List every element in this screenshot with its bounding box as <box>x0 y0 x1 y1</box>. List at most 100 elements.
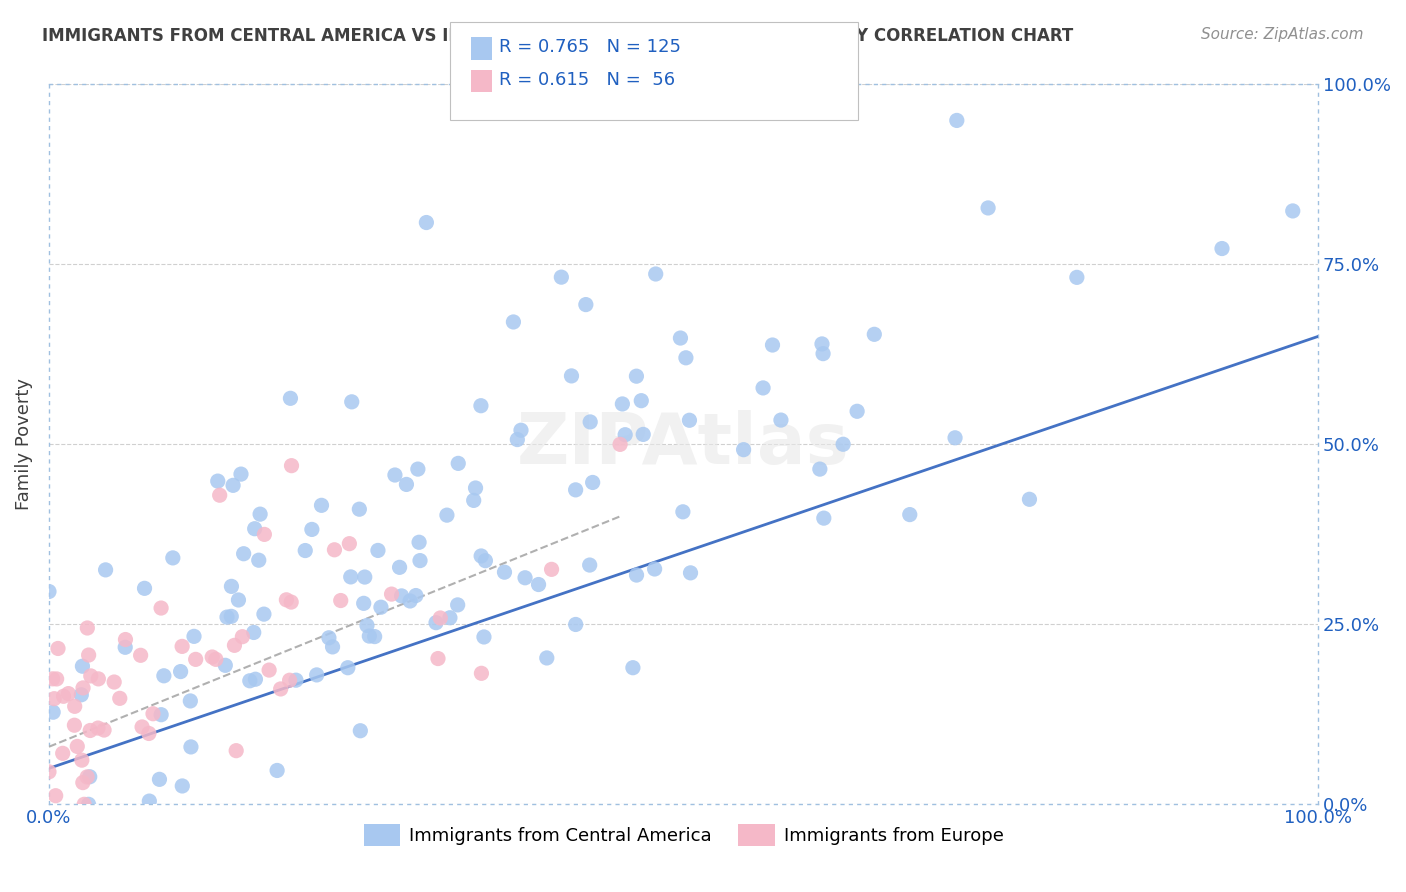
Point <box>409 553 432 567</box>
Point <box>630 393 652 408</box>
Point <box>1211 242 1233 256</box>
Point <box>474 554 496 568</box>
Point <box>45 789 67 803</box>
Point <box>208 488 231 502</box>
Point <box>80 669 103 683</box>
Point <box>761 338 783 352</box>
Point <box>614 427 637 442</box>
Point <box>76 770 98 784</box>
Text: R = 0.615   N =  56: R = 0.615 N = 56 <box>499 71 675 89</box>
Point <box>621 661 644 675</box>
Point <box>564 617 586 632</box>
Point <box>38 584 60 599</box>
Point <box>247 553 270 567</box>
Point <box>243 522 266 536</box>
Point <box>502 315 524 329</box>
Point <box>769 413 792 427</box>
Point <box>436 508 458 523</box>
Point <box>103 675 125 690</box>
Point <box>150 707 173 722</box>
Point <box>349 723 371 738</box>
Point <box>1281 203 1303 218</box>
Point <box>536 651 558 665</box>
Point <box>38 764 60 779</box>
Point <box>66 739 89 754</box>
Point <box>470 399 492 413</box>
Point <box>215 610 238 624</box>
Point <box>832 437 855 451</box>
Point <box>447 598 470 612</box>
Point <box>669 331 692 345</box>
Point <box>675 351 697 365</box>
Point <box>494 565 516 579</box>
Point <box>609 437 631 451</box>
Point <box>415 215 437 229</box>
Point <box>626 369 648 384</box>
Point <box>429 611 451 625</box>
Point <box>225 744 247 758</box>
Point <box>353 570 375 584</box>
Point <box>46 641 69 656</box>
Point <box>391 589 413 603</box>
Point <box>447 456 470 470</box>
Point <box>439 611 461 625</box>
Point <box>138 726 160 740</box>
Point <box>311 499 333 513</box>
Point <box>278 673 301 688</box>
Point <box>219 609 242 624</box>
Point <box>129 648 152 663</box>
Point <box>72 681 94 695</box>
Point <box>733 442 755 457</box>
Point <box>808 462 831 476</box>
Point <box>229 467 252 482</box>
Point <box>114 632 136 647</box>
Point <box>94 563 117 577</box>
Point <box>266 764 288 778</box>
Point <box>180 739 202 754</box>
Point <box>58 687 80 701</box>
Point <box>245 672 267 686</box>
Point <box>221 579 243 593</box>
Point <box>399 594 422 608</box>
Point <box>72 775 94 789</box>
Point <box>470 549 492 563</box>
Point <box>79 770 101 784</box>
Point <box>323 542 346 557</box>
Point <box>253 607 276 621</box>
Point <box>205 652 228 666</box>
Point <box>63 699 86 714</box>
Point <box>513 571 536 585</box>
Point <box>678 413 700 427</box>
Point <box>79 723 101 738</box>
Point <box>846 404 869 418</box>
Point <box>153 669 176 683</box>
Point <box>579 415 602 429</box>
Point <box>63 718 86 732</box>
Point <box>752 381 775 395</box>
Point <box>172 779 194 793</box>
Point <box>405 589 427 603</box>
Point <box>406 462 429 476</box>
Y-axis label: Family Poverty: Family Poverty <box>15 378 32 510</box>
Point <box>134 582 156 596</box>
Point <box>70 753 93 767</box>
Point <box>87 672 110 686</box>
Point <box>41 672 63 686</box>
Point <box>207 474 229 488</box>
Point <box>73 797 96 812</box>
Point <box>388 560 411 574</box>
Point <box>631 427 654 442</box>
Point <box>1018 492 1040 507</box>
Point <box>114 640 136 655</box>
Point <box>425 615 447 630</box>
Point <box>363 630 385 644</box>
Point <box>470 666 492 681</box>
Point <box>280 458 302 473</box>
Point <box>582 475 605 490</box>
Point <box>353 596 375 610</box>
Point <box>340 394 363 409</box>
Point <box>305 668 328 682</box>
Point <box>329 593 352 607</box>
Point <box>898 508 921 522</box>
Point <box>222 478 245 492</box>
